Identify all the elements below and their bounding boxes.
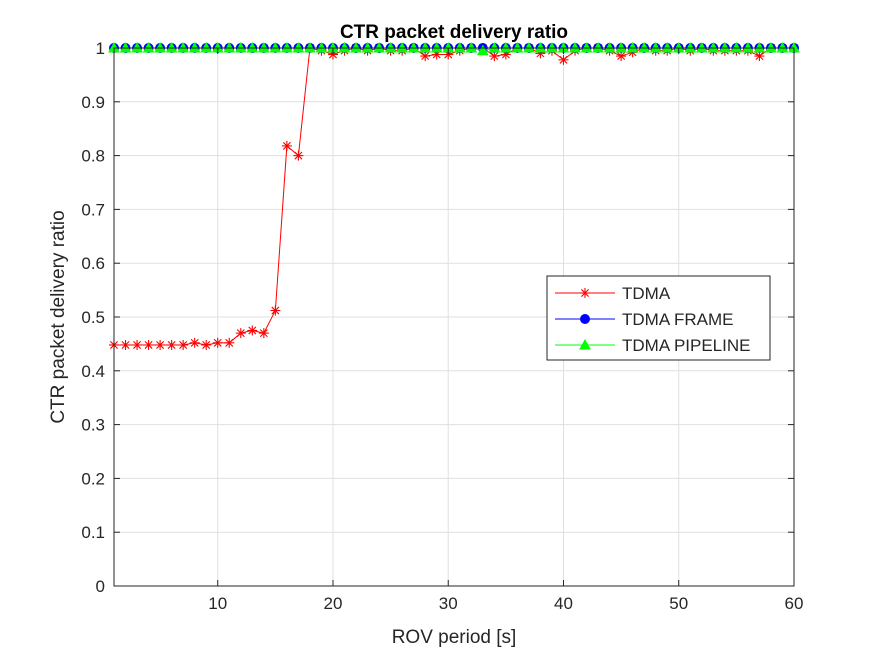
data-point bbox=[155, 339, 166, 350]
data-point bbox=[143, 339, 154, 350]
legend-marker bbox=[580, 288, 590, 298]
y-tick-label: 0.7 bbox=[81, 200, 105, 219]
legend-label: TDMA PIPELINE bbox=[622, 336, 750, 355]
y-tick-label: 0.5 bbox=[81, 308, 105, 327]
data-point bbox=[132, 339, 143, 350]
y-tick-label: 0.9 bbox=[81, 93, 105, 112]
data-point bbox=[293, 150, 304, 161]
x-tick-label: 30 bbox=[439, 594, 458, 613]
data-point bbox=[270, 305, 281, 316]
data-point bbox=[120, 339, 131, 350]
x-tick-label: 40 bbox=[554, 594, 573, 613]
data-point bbox=[258, 328, 269, 339]
y-tick-label: 0.4 bbox=[81, 362, 105, 381]
y-tick-label: 0.3 bbox=[81, 416, 105, 435]
legend-marker bbox=[579, 338, 591, 350]
data-point bbox=[201, 339, 212, 350]
y-axis-label: CTR packet delivery ratio bbox=[48, 210, 69, 423]
x-tick-label: 50 bbox=[669, 594, 688, 613]
grid bbox=[114, 47, 795, 587]
legend-marker bbox=[580, 314, 590, 324]
data-point bbox=[166, 339, 177, 350]
data-point bbox=[558, 54, 569, 65]
data-point bbox=[235, 328, 246, 339]
x-tick-label: 20 bbox=[324, 594, 343, 613]
y-tick-label: 0 bbox=[96, 577, 105, 596]
y-tick-label: 1 bbox=[96, 39, 105, 58]
y-tick-label: 0.1 bbox=[81, 523, 105, 542]
data-point bbox=[189, 337, 200, 348]
legend-item: TDMA PIPELINE bbox=[555, 336, 750, 355]
y-tick-label: 0.6 bbox=[81, 254, 105, 273]
legend-item: TDMA FRAME bbox=[555, 310, 733, 329]
data-point bbox=[224, 337, 235, 348]
data-point bbox=[212, 337, 223, 348]
legend: TDMA TDMA FRAME TDMA PIPELINE bbox=[546, 275, 771, 361]
x-axis-label: ROV period [s] bbox=[392, 627, 517, 648]
data-point bbox=[178, 339, 189, 350]
chart-title: CTR packet delivery ratio bbox=[340, 22, 568, 43]
axes: 10 20 30 40 50 60 0 0.1 0.2 0.3 0.4 0.5 0.6 0.7 0.8 0.9… bbox=[81, 39, 803, 613]
x-tick-label: 60 bbox=[785, 594, 804, 613]
legend-label: TDMA bbox=[622, 284, 671, 303]
data-point bbox=[476, 44, 489, 56]
legend-label: TDMA FRAME bbox=[622, 310, 733, 329]
data-point bbox=[247, 325, 258, 336]
data-point bbox=[420, 51, 431, 62]
x-tick-label: 10 bbox=[208, 594, 227, 613]
y-tick-label: 0.2 bbox=[81, 469, 105, 488]
y-tick-label: 0.8 bbox=[81, 147, 105, 166]
data-point bbox=[281, 140, 292, 151]
legend-item: TDMA bbox=[555, 284, 671, 303]
